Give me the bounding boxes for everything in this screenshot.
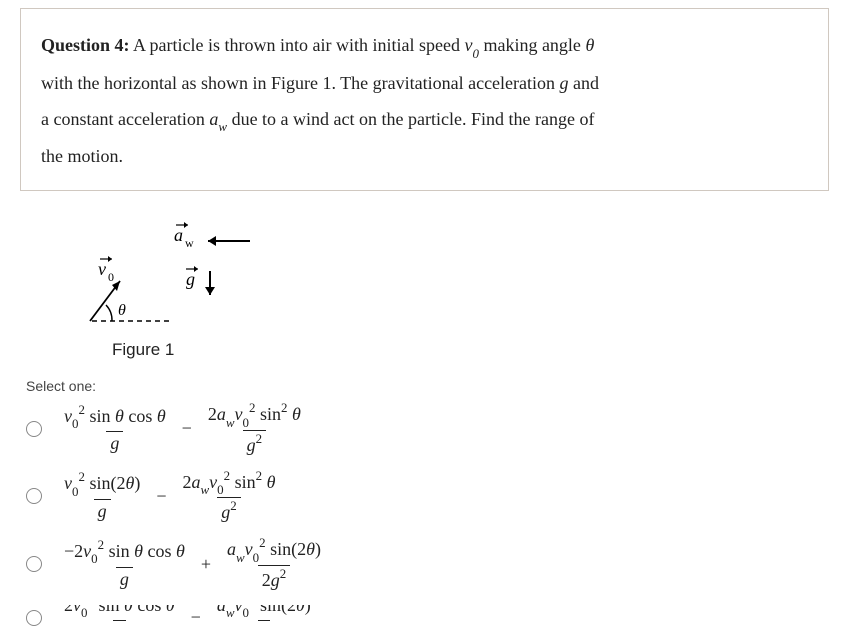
figure-caption: Figure 1 <box>112 340 829 360</box>
question-box: Question 4: A particle is thrown into ai… <box>20 8 829 191</box>
radio-icon[interactable] <box>26 556 42 572</box>
figure-1: θ v 0 a w g Figure 1 <box>20 201 829 360</box>
option-a[interactable]: v02 sin θ cos θ g − 2awv02 sin2 θ g2 <box>26 402 849 456</box>
option-c-formula: −2v02 sin θ cos θ g + awv02 sin(2θ) 2g2 <box>60 537 325 591</box>
question-text-3b: due to a wind act on the particle. Find … <box>227 109 594 129</box>
question-label: Question 4: <box>41 35 130 55</box>
radio-icon[interactable] <box>26 610 42 626</box>
question-text-4: the motion. <box>41 146 123 166</box>
option-a-formula: v02 sin θ cos θ g − 2awv02 sin2 θ g2 <box>60 402 305 456</box>
svg-text:w: w <box>185 236 194 250</box>
g-symbol: g <box>560 73 569 93</box>
question-text-3a: a constant acceleration <box>41 109 209 129</box>
radio-icon[interactable] <box>26 488 42 504</box>
option-c[interactable]: −2v02 sin θ cos θ g + awv02 sin(2θ) 2g2 <box>26 537 849 591</box>
figure-svg: θ v 0 a w g <box>50 211 280 336</box>
svg-text:g: g <box>186 269 195 289</box>
svg-text:0: 0 <box>108 270 114 284</box>
theta-symbol: θ <box>585 35 594 55</box>
options-group: v02 sin θ cos θ g − 2awv02 sin2 θ g2 v02… <box>26 402 849 631</box>
select-one-label: Select one: <box>26 378 849 394</box>
option-b[interactable]: v02 sin(2θ) g − 2awv02 sin2 θ g2 <box>26 470 849 524</box>
question-text-2a: with the horizontal as shown in Figure 1… <box>41 73 560 93</box>
question-text-2b: and <box>569 73 600 93</box>
aw-symbol: aw <box>209 109 227 129</box>
v0-symbol: v0 <box>464 35 478 55</box>
radio-icon[interactable] <box>26 421 42 437</box>
question-text-1b: making angle <box>479 35 585 55</box>
svg-text:θ: θ <box>118 302 126 319</box>
option-b-formula: v02 sin(2θ) g − 2awv02 sin2 θ g2 <box>60 470 279 524</box>
question-text-1a: A particle is thrown into air with initi… <box>133 35 464 55</box>
option-d-formula: 2v02 sin θ cos θ − awv02 sin(2θ) <box>60 605 315 631</box>
svg-text:a: a <box>174 225 183 245</box>
svg-text:v: v <box>98 259 106 279</box>
option-d[interactable]: 2v02 sin θ cos θ − awv02 sin(2θ) <box>26 605 849 631</box>
